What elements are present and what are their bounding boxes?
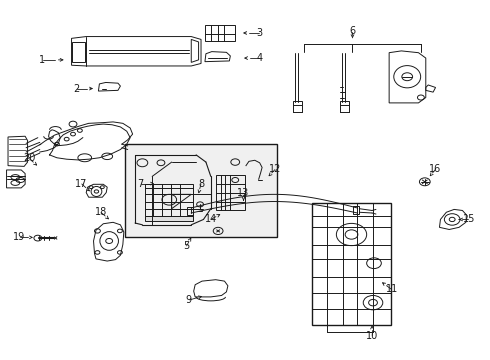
Bar: [353, 206, 359, 215]
Text: 19: 19: [13, 232, 25, 242]
Text: 12: 12: [269, 164, 281, 174]
Text: 14: 14: [205, 215, 217, 224]
Text: 1: 1: [39, 55, 45, 65]
Bar: [340, 101, 348, 105]
Bar: [187, 207, 193, 215]
Bar: [313, 203, 391, 325]
Text: 9: 9: [186, 295, 192, 305]
Text: 6: 6: [349, 26, 356, 36]
Text: 8: 8: [198, 179, 204, 189]
Bar: [293, 101, 302, 105]
Bar: [72, 42, 85, 62]
Text: 4: 4: [257, 53, 263, 63]
Text: 10: 10: [366, 331, 378, 341]
Bar: [125, 144, 277, 237]
Bar: [216, 175, 245, 211]
Text: 5: 5: [183, 241, 190, 251]
Text: 16: 16: [429, 164, 441, 174]
Bar: [145, 216, 193, 221]
Text: 13: 13: [238, 188, 250, 198]
Bar: [145, 184, 193, 216]
Text: 17: 17: [75, 179, 88, 189]
Text: 2: 2: [74, 84, 79, 94]
Bar: [205, 25, 235, 41]
Text: 7: 7: [137, 179, 143, 189]
Text: 20: 20: [23, 153, 35, 163]
Text: 11: 11: [386, 284, 398, 294]
Text: 3: 3: [257, 28, 263, 38]
Text: 15: 15: [463, 215, 475, 224]
Text: 18: 18: [95, 207, 107, 217]
